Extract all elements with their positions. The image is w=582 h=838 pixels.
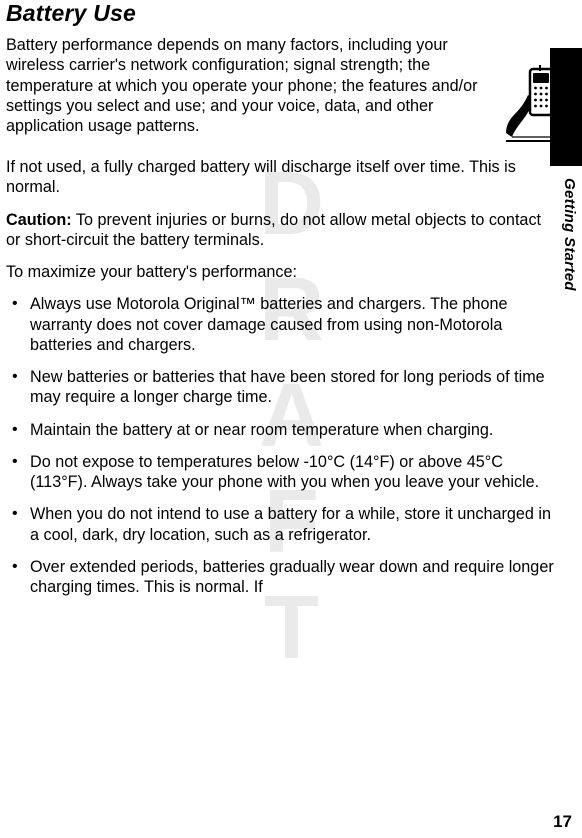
list-item: Always use Motorola Original™ batteries … (30, 294, 558, 355)
list-item: Maintain the battery at or near room tem… (30, 420, 558, 440)
bullet-list: Always use Motorola Original™ batteries … (6, 294, 558, 597)
list-item: Over extended periods, batteries gradual… (30, 557, 558, 598)
caution-lead: Caution: (6, 211, 72, 229)
intro-paragraph: Battery performance depends on many fact… (6, 35, 494, 136)
page-content: Battery Use Battery performance depends … (0, 0, 582, 625)
page-heading: Battery Use (6, 0, 558, 27)
caution-body: To prevent injuries or burns, do not all… (6, 211, 541, 249)
list-item: When you do not intend to use a battery … (30, 504, 558, 545)
maximize-paragraph: To maximize your battery's performance: (6, 262, 558, 282)
discharge-paragraph: If not used, a fully charged battery wil… (6, 157, 558, 198)
intro-row: Battery performance depends on many fact… (6, 35, 558, 145)
caution-paragraph: Caution: To prevent injuries or burns, d… (6, 210, 558, 251)
list-item: Do not expose to temperatures below -10°… (30, 452, 558, 493)
section-side-label: Getting Started (561, 178, 578, 291)
page-number: 17 (553, 812, 572, 832)
side-tab (550, 48, 582, 166)
list-item: New batteries or batteries that have bee… (30, 367, 558, 408)
